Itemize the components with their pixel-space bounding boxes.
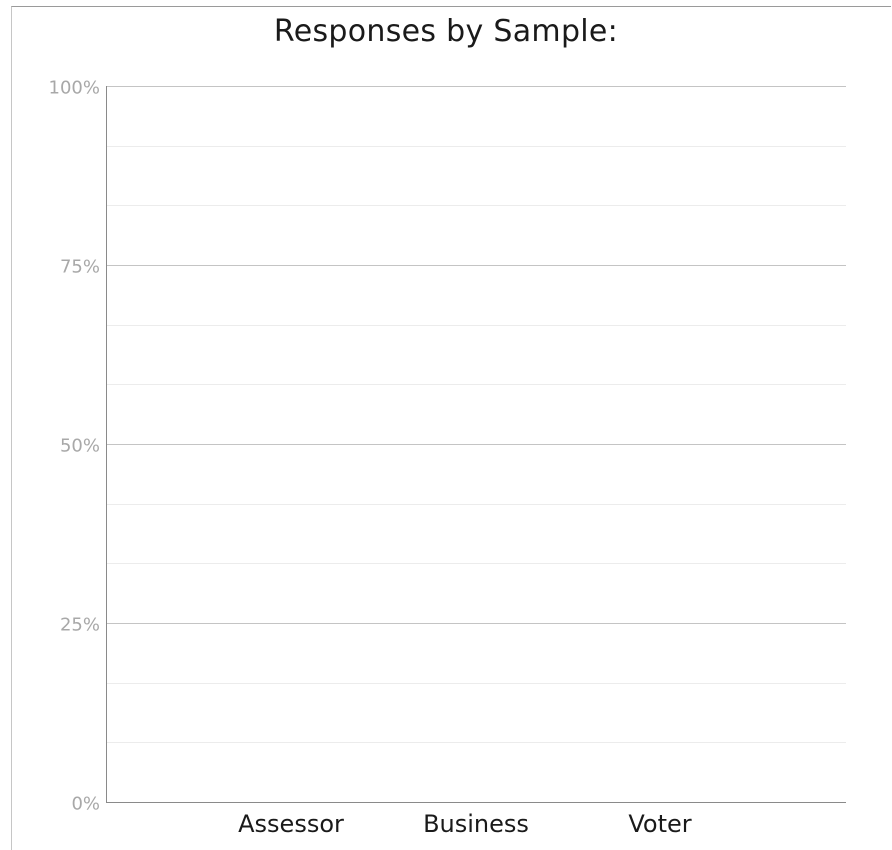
x-tick-label-assessor: Assessor xyxy=(238,810,344,838)
x-tick-label-business: Business xyxy=(423,810,529,838)
y-tick-label: 25% xyxy=(60,615,100,636)
x-tick-labels: Assessor Business Voter xyxy=(238,810,692,838)
axes-layer xyxy=(106,86,846,803)
y-tick-label: 100% xyxy=(49,78,100,99)
y-tick-labels: 0% 25% 50% 75% 100% xyxy=(49,78,100,815)
y-tick-label: 0% xyxy=(71,794,100,815)
x-tick-label-voter: Voter xyxy=(628,810,691,838)
chart-title: Responses by Sample: xyxy=(273,14,619,49)
grid-layer xyxy=(106,86,846,743)
y-tick-label: 75% xyxy=(60,257,100,278)
y-tick-label: 50% xyxy=(60,436,100,457)
